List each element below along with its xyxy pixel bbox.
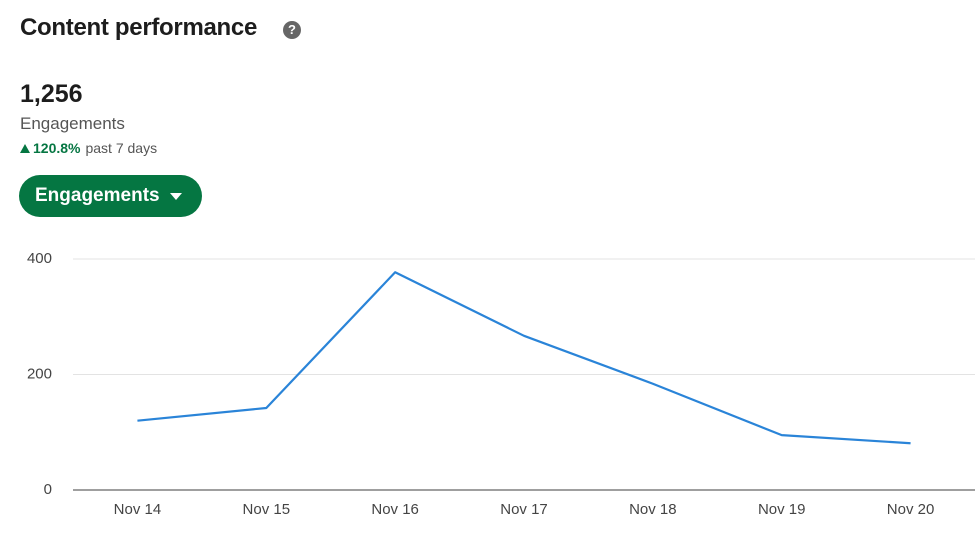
metric-dropdown[interactable]: Engagements	[19, 175, 202, 217]
x-tick-label: Nov 19	[758, 501, 806, 518]
period: past 7 days	[85, 140, 158, 156]
title: Content performance	[20, 14, 257, 41]
x-tick-label: Nov 20	[887, 501, 935, 518]
up-arrow	[20, 143, 30, 153]
y-tick-label: 0	[44, 481, 52, 498]
total: 1,256	[20, 80, 83, 108]
x-tick-label: Nov 17	[500, 501, 548, 518]
y-tick-label: 400	[27, 250, 52, 267]
data-line	[137, 271, 911, 445]
change-row: 120.8% past 7 days	[20, 140, 157, 156]
x-tick-label: Nov 14	[114, 501, 162, 518]
help-icon[interactable]: ?	[283, 21, 301, 39]
change: 120.8%	[33, 140, 81, 156]
dropdown-label: Engagements	[35, 185, 160, 206]
caret	[169, 192, 182, 200]
x-tick-label: Nov 15	[243, 501, 291, 518]
x-tick-label: Nov 18	[629, 501, 677, 518]
metric-label: Engagements	[20, 114, 125, 133]
x-tick-label: Nov 16	[371, 501, 419, 518]
y-tick-label: 200	[27, 365, 52, 382]
